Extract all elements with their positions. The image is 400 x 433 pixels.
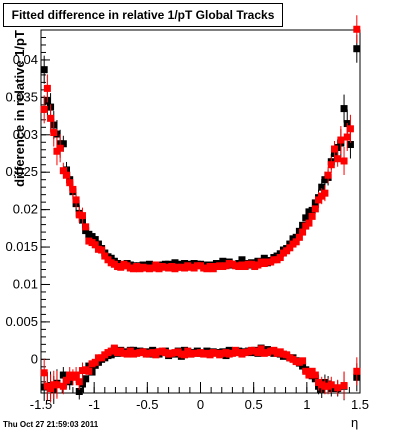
data-point — [324, 171, 332, 179]
data-point — [318, 183, 326, 191]
data-point — [337, 136, 345, 144]
data-point — [40, 66, 48, 74]
y-tick-label: 0.01 — [13, 276, 38, 291]
x-tick-label: 1 — [303, 397, 310, 412]
data-point — [43, 84, 51, 92]
data-point — [343, 133, 351, 141]
data-point — [346, 141, 354, 149]
data-point — [295, 233, 303, 241]
data-point — [257, 345, 265, 353]
data-point — [59, 167, 67, 175]
x-tick-label: -1.5 — [30, 397, 52, 412]
x-tick-label: 0.5 — [245, 397, 263, 412]
x-tick-label: 0 — [197, 397, 204, 412]
data-point — [327, 161, 335, 169]
y-tick-label: 0.035 — [5, 89, 38, 104]
y-tick-label: 0 — [31, 351, 38, 366]
data-point — [63, 376, 71, 384]
data-point — [260, 254, 268, 262]
data-point — [59, 371, 67, 379]
data-point — [308, 212, 316, 220]
data-point — [75, 388, 83, 396]
data-point — [302, 367, 310, 375]
data-point — [110, 344, 118, 352]
data-point — [353, 367, 361, 375]
data-point — [91, 241, 99, 249]
data-point — [340, 382, 348, 390]
data-point — [82, 223, 90, 231]
data-point — [292, 238, 300, 246]
data-point — [50, 129, 58, 137]
data-point — [40, 369, 48, 377]
data-point — [311, 371, 319, 379]
data-point — [47, 114, 55, 122]
data-point — [299, 228, 307, 236]
data-point — [308, 367, 316, 375]
data-point — [91, 358, 99, 366]
data-point — [75, 378, 83, 386]
data-point — [353, 45, 361, 53]
data-point — [47, 385, 55, 393]
data-point — [334, 384, 342, 392]
y-tick-label: 0.02 — [13, 202, 38, 217]
data-point — [78, 212, 86, 220]
data-point — [66, 179, 74, 187]
data-point — [340, 157, 348, 165]
data-point — [327, 381, 335, 389]
data-point — [254, 349, 262, 357]
data-point — [286, 244, 294, 252]
x-tick-label: -1 — [88, 397, 100, 412]
data-point — [72, 196, 80, 204]
data-point — [305, 219, 313, 227]
y-tick-label: 0.04 — [13, 52, 38, 67]
data-point — [353, 25, 361, 33]
data-point — [305, 371, 313, 379]
data-point — [340, 105, 348, 113]
data-point — [72, 371, 80, 379]
data-point — [152, 261, 160, 269]
data-point — [315, 196, 323, 204]
data-point — [82, 375, 90, 383]
data-point — [82, 227, 90, 235]
timestamp-stamp: Thu Oct 27 21:59:03 2011 — [3, 420, 99, 429]
data-point — [56, 144, 64, 152]
x-tick-label: 1.5 — [351, 397, 369, 412]
data-point — [59, 140, 67, 148]
data-point — [299, 357, 307, 365]
data-point — [311, 205, 319, 213]
data-point — [53, 381, 61, 389]
chart-title: Fitted difference in relative 1/pT Globa… — [3, 3, 283, 27]
y-tick-label: 0.015 — [5, 239, 38, 254]
y-tick-label: 0.03 — [13, 127, 38, 142]
x-axis-label: η — [351, 415, 359, 430]
y-axis-label: difference in relative 1/pT — [12, 30, 27, 187]
data-point — [238, 256, 246, 264]
data-point — [85, 367, 93, 375]
x-tick-label: -0.5 — [136, 397, 158, 412]
y-tick-label: 0.025 — [5, 164, 38, 179]
data-point — [181, 351, 189, 359]
data-point — [40, 105, 48, 113]
data-point — [63, 171, 71, 179]
data-point — [59, 382, 67, 390]
data-point — [98, 246, 106, 254]
data-point — [321, 189, 329, 197]
data-point — [330, 145, 338, 153]
data-point — [302, 214, 310, 222]
data-point — [299, 362, 307, 370]
data-point — [101, 252, 109, 260]
data-point — [69, 185, 77, 193]
data-point — [311, 375, 319, 383]
data-point — [334, 155, 342, 163]
data-point — [346, 125, 354, 133]
data-point — [276, 254, 284, 262]
y-tick-label: 0.005 — [5, 314, 38, 329]
